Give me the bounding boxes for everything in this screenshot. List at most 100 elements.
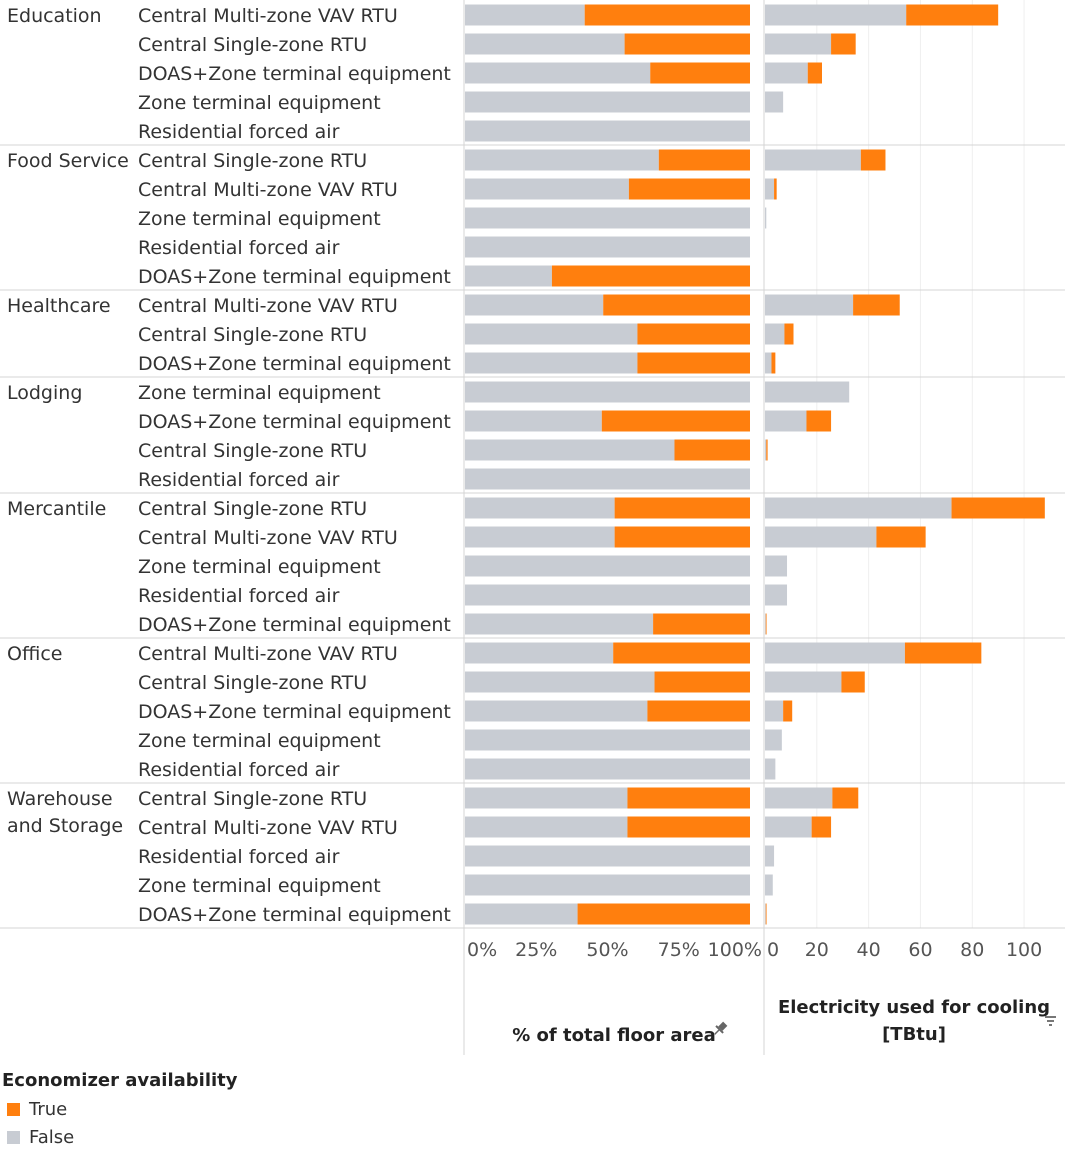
- bar-pct-true: [627, 816, 750, 838]
- system-label: Central Single-zone RTU: [138, 440, 367, 462]
- group-label: Mercantile: [7, 498, 106, 520]
- system-label: Zone terminal equipment: [138, 875, 381, 897]
- group-label: Office: [7, 643, 62, 665]
- bar-tbtu-false: [765, 323, 785, 345]
- bar-pct-false: [465, 33, 625, 55]
- tick-label: 100%: [708, 939, 762, 961]
- bar-tbtu-false: [765, 497, 952, 519]
- system-label: DOAS+Zone terminal equipment: [138, 614, 451, 636]
- bar-tbtu-false: [765, 526, 877, 548]
- group-label: Lodging: [7, 382, 82, 404]
- tick-label: 60: [908, 939, 932, 961]
- bar-tbtu-true: [806, 410, 832, 432]
- bar-tbtu-false: [765, 845, 775, 867]
- group-label: and Storage: [7, 815, 123, 837]
- bar-tbtu-false: [765, 903, 766, 925]
- system-label: DOAS+Zone terminal equipment: [138, 266, 451, 288]
- bar-pct-true: [647, 700, 750, 722]
- bar-tbtu-true: [784, 323, 794, 345]
- group-label: Food Service: [7, 150, 129, 172]
- bar-tbtu-false: [765, 613, 766, 635]
- stacked-bar-chart: Education Central Multi-zone VAV RTU Centr…: [0, 0, 1065, 1055]
- row-labels: Education Central Multi-zone VAV RTU Centr…: [7, 5, 451, 926]
- bar-tbtu-true: [807, 62, 822, 84]
- bar-tbtu-false: [765, 4, 907, 26]
- bar-pct-true: [628, 178, 750, 200]
- legend-label-false: False: [29, 1126, 75, 1148]
- bar-tbtu-true: [860, 149, 886, 171]
- bar-pct-false: [465, 700, 648, 722]
- bar-tbtu-false: [765, 352, 772, 374]
- bar-pct-true: [601, 410, 750, 432]
- axis-title-tbtu-line1: Electricity used for cooling: [778, 997, 1050, 1018]
- legend-item-true[interactable]: True: [2, 1095, 238, 1123]
- axis-title-tbtu-line2: [TBtu]: [882, 1024, 946, 1045]
- bar-pct-true: [650, 62, 750, 84]
- system-label: DOAS+Zone terminal equipment: [138, 904, 451, 926]
- system-label: Zone terminal equipment: [138, 556, 381, 578]
- system-label: DOAS+Zone terminal equipment: [138, 411, 451, 433]
- tick-label: 40: [857, 939, 881, 961]
- system-label: Central Multi-zone VAV RTU: [138, 179, 398, 201]
- bar-tbtu-true: [841, 671, 865, 693]
- legend: Economizer availability True False: [2, 1070, 238, 1151]
- bar-tbtu-true: [853, 294, 900, 316]
- bar-pct-false: [465, 178, 629, 200]
- system-label: Zone terminal equipment: [138, 382, 381, 404]
- bar-pct-false: [465, 845, 750, 867]
- bar-pct-false: [465, 497, 615, 519]
- bar-pct-false: [465, 4, 585, 26]
- legend-label-true: True: [29, 1098, 68, 1120]
- system-label: Central Single-zone RTU: [138, 672, 367, 694]
- bar-pct-true: [584, 4, 750, 26]
- bar-pct-true: [603, 294, 750, 316]
- system-label: Zone terminal equipment: [138, 92, 381, 114]
- bar-tbtu-true: [765, 613, 767, 635]
- axes: 0% 25% 50% 75% 100% 0 20 40 60 80 100 % of total fl…: [467, 939, 1056, 1046]
- bar-pct-true: [613, 642, 750, 664]
- bar-tbtu-true: [831, 33, 856, 55]
- system-label: Central Multi-zone VAV RTU: [138, 295, 398, 317]
- bar-pct-false: [465, 642, 614, 664]
- sort-bar: [1045, 1016, 1056, 1018]
- bar-tbtu-true: [811, 816, 832, 838]
- bar-tbtu-false: [765, 729, 782, 751]
- bar-pct-false: [465, 207, 750, 229]
- bar-pct-true: [658, 149, 750, 171]
- bar-tbtu-true: [951, 497, 1045, 519]
- tick-label: 0%: [467, 939, 497, 961]
- bar-pct-true: [614, 526, 750, 548]
- tick-label: 25%: [515, 939, 557, 961]
- bar-pct-false: [465, 62, 651, 84]
- bar-tbtu-false: [765, 149, 861, 171]
- bar-tbtu-true: [906, 4, 999, 26]
- system-label: Central Single-zone RTU: [138, 498, 367, 520]
- bar-pct-false: [465, 265, 552, 287]
- system-label: Central Multi-zone VAV RTU: [138, 643, 398, 665]
- bar-tbtu-false: [765, 207, 767, 229]
- bars: [465, 4, 1045, 925]
- tick-label: 0: [767, 939, 779, 961]
- system-label: Zone terminal equipment: [138, 208, 381, 230]
- bar-tbtu-true: [904, 642, 982, 664]
- bar-tbtu-false: [765, 700, 784, 722]
- system-label: Central Single-zone RTU: [138, 150, 367, 172]
- bar-tbtu-false: [765, 381, 850, 403]
- bar-tbtu-false: [765, 178, 775, 200]
- bar-pct-false: [465, 729, 750, 751]
- bar-tbtu-false: [765, 439, 767, 461]
- bar-pct-false: [465, 613, 654, 635]
- bar-tbtu-true: [783, 700, 793, 722]
- legend-item-false[interactable]: False: [2, 1123, 238, 1151]
- sort-icon: [1045, 1016, 1056, 1026]
- bar-pct-false: [465, 903, 578, 925]
- bar-pct-false: [465, 468, 750, 490]
- system-label: Central Single-zone RTU: [138, 324, 367, 346]
- bar-tbtu-false: [765, 91, 784, 113]
- tick-label: 20: [805, 939, 829, 961]
- system-label: Zone terminal equipment: [138, 730, 381, 752]
- bar-tbtu-false: [765, 787, 833, 809]
- bar-tbtu-false: [765, 758, 776, 780]
- bar-pct-false: [465, 555, 750, 577]
- bar-tbtu-false: [765, 874, 773, 896]
